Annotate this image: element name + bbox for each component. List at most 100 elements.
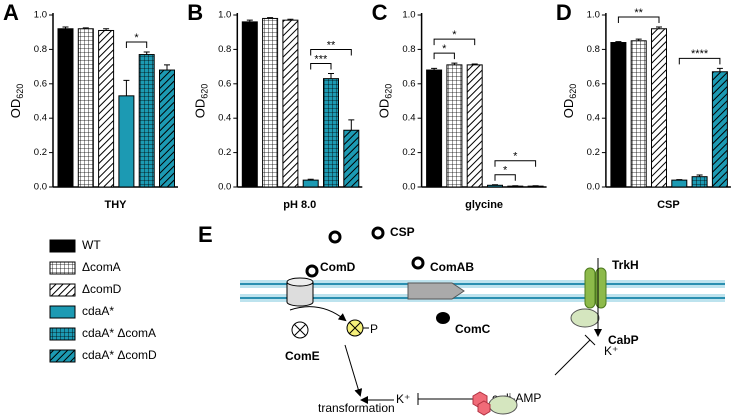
y-tick-label: 1.0 <box>587 10 600 21</box>
significance-bracket <box>310 48 352 56</box>
csp-icon <box>411 256 425 270</box>
bar <box>426 69 443 188</box>
label: CSP <box>390 225 415 239</box>
y-tick-label: 0.2 <box>587 147 600 158</box>
error-bar <box>492 184 498 186</box>
y-axis-label: OD620 <box>377 84 394 119</box>
panel-letter: A <box>3 0 19 25</box>
y-tick-label: 0.8 <box>402 44 415 55</box>
significance-bracket <box>494 174 516 181</box>
y-tick-label: 0.0 <box>218 182 231 193</box>
y-axis-label-sub: 620 <box>568 84 578 99</box>
y-tick-label: 0.0 <box>402 182 415 193</box>
y-tick-label: 0.6 <box>587 78 600 89</box>
y-axis-label: OD620 <box>8 84 25 119</box>
x-axis-label: THY <box>105 199 128 211</box>
y-tick-label: 1.0 <box>402 10 415 21</box>
significance-label: * <box>513 151 518 163</box>
cabp-shape <box>488 395 518 415</box>
come-icon <box>293 323 307 337</box>
legend-label: cdaA* ΔcomA <box>82 326 156 340</box>
error-bar <box>143 51 150 55</box>
y-axis-label: OD620 <box>193 84 210 119</box>
error-bar <box>431 67 438 71</box>
trkh-shape <box>584 267 596 309</box>
legend-label: ΔcomA <box>82 260 121 274</box>
y-tick-label: 0.4 <box>587 113 600 124</box>
bar <box>138 54 155 188</box>
error-bar <box>287 18 294 21</box>
y-tick-label: 0.2 <box>402 147 415 158</box>
label: CabP <box>608 333 639 347</box>
comd-shape <box>286 282 314 307</box>
y-axis-label-sub: 620 <box>15 84 25 99</box>
y-tick-label: 0.0 <box>34 182 47 193</box>
error-bar <box>267 17 274 19</box>
significance-label: * <box>442 43 447 55</box>
label: TrkH <box>612 258 639 272</box>
significance-label: * <box>134 32 139 44</box>
error-bar <box>328 72 334 79</box>
error-bar <box>246 19 253 22</box>
legend-swatch <box>49 327 76 341</box>
significance-bracket <box>125 41 148 48</box>
y-axis-label: OD <box>561 99 576 119</box>
bar <box>118 95 135 188</box>
arrow <box>289 306 347 322</box>
panel-letter: E <box>198 222 213 247</box>
error-bar <box>676 179 683 181</box>
bar <box>262 17 279 188</box>
bar <box>446 64 463 188</box>
x-axis-label: glycine <box>465 199 503 211</box>
csp-icon <box>371 226 385 240</box>
comd-shape <box>286 277 314 287</box>
error-bar <box>696 174 703 177</box>
y-tick-label: 0.6 <box>218 78 231 89</box>
y-tick-label: 0.4 <box>218 113 231 124</box>
y-tick-label: 0.6 <box>402 78 415 89</box>
x-axis-label: CSP <box>657 199 680 211</box>
y-tick-label: 0.2 <box>218 147 231 158</box>
label: ComAB <box>430 260 474 274</box>
bar <box>610 42 627 188</box>
error-bar <box>615 41 622 43</box>
bar <box>159 69 175 188</box>
bar <box>487 184 503 188</box>
significance-bracket <box>433 38 476 46</box>
y-tick-label: 0.8 <box>587 44 600 55</box>
error-bar <box>103 28 110 31</box>
bar <box>343 129 360 188</box>
significance-label: **** <box>691 48 709 60</box>
y-tick-label: 0.8 <box>218 44 231 55</box>
bar <box>77 28 94 188</box>
label: transformation <box>318 401 395 415</box>
significance-bracket <box>617 16 660 24</box>
panel-letter: D <box>556 0 572 25</box>
significance-label: * <box>503 165 508 177</box>
y-axis-label-sub: 620 <box>384 84 394 99</box>
y-tick-label: 0.4 <box>34 113 47 124</box>
bar <box>691 176 708 188</box>
error-bar <box>471 63 478 65</box>
inhibition <box>584 334 596 346</box>
csp-icon <box>305 264 319 278</box>
significance-label: ** <box>634 7 643 19</box>
bar <box>282 19 299 188</box>
y-axis-label: OD <box>8 99 23 119</box>
error-bar <box>716 67 723 72</box>
bar <box>466 64 483 188</box>
y-axis-label: OD620 <box>561 84 578 119</box>
panel-letter: C <box>372 0 388 25</box>
panel-letter: B <box>187 0 203 25</box>
comab-shape <box>407 282 465 300</box>
error-bar <box>635 38 642 41</box>
legend-label: cdaA* <box>82 304 114 318</box>
error-bar <box>348 119 355 131</box>
legend-swatch <box>49 283 76 297</box>
legend-label: ΔcomD <box>82 282 122 296</box>
bar <box>651 28 667 188</box>
x-axis-label: pH 8.0 <box>283 199 316 211</box>
error-bar <box>82 27 89 29</box>
inhibition <box>554 339 591 376</box>
